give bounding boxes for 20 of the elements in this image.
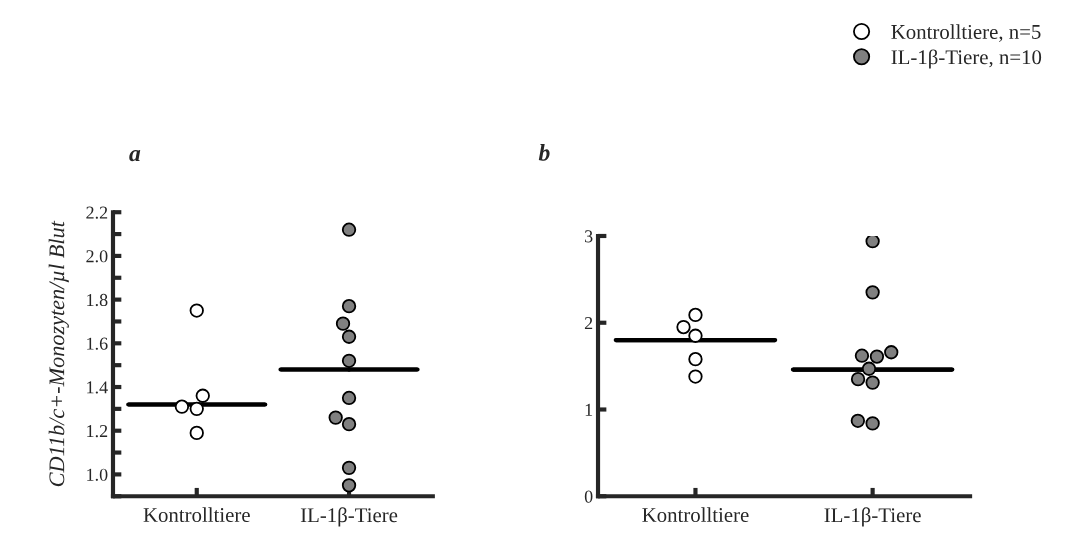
x-tick-label: Kontrolltiere <box>642 507 749 523</box>
y-tick-label: 1.0 <box>87 468 108 481</box>
y-axis-title: CD11b/c+-Monozyten/µl Blut <box>48 220 69 487</box>
y-tick-label: 2 <box>584 317 593 329</box>
y-tick-label: 1.8 <box>87 293 108 307</box>
legend-label: IL-1β-Tiere, n=10 <box>891 49 1042 69</box>
chart-title: b <box>538 144 550 161</box>
y-tick-label: 0 <box>584 490 593 503</box>
y-tick-label: 2.0 <box>86 250 108 263</box>
y-tick-label: 1.6 <box>87 337 108 350</box>
y-tick-label: 1.4 <box>87 381 108 394</box>
chart-title: a <box>129 149 141 162</box>
x-tick-label: Kontrolltiere <box>143 507 250 523</box>
y-tick-label: 1 <box>585 403 593 416</box>
x-tick-label: IL-1β-Tiere <box>824 507 921 527</box>
x-tick-label: IL-1β-Tiere <box>300 507 398 527</box>
legend-label: Kontrolltiere, n=5 <box>891 24 1041 42</box>
y-tick-label: 3 <box>585 230 593 243</box>
y-tick-label: 2.2 <box>86 206 108 219</box>
y-tick-label: 1.2 <box>87 425 108 438</box>
